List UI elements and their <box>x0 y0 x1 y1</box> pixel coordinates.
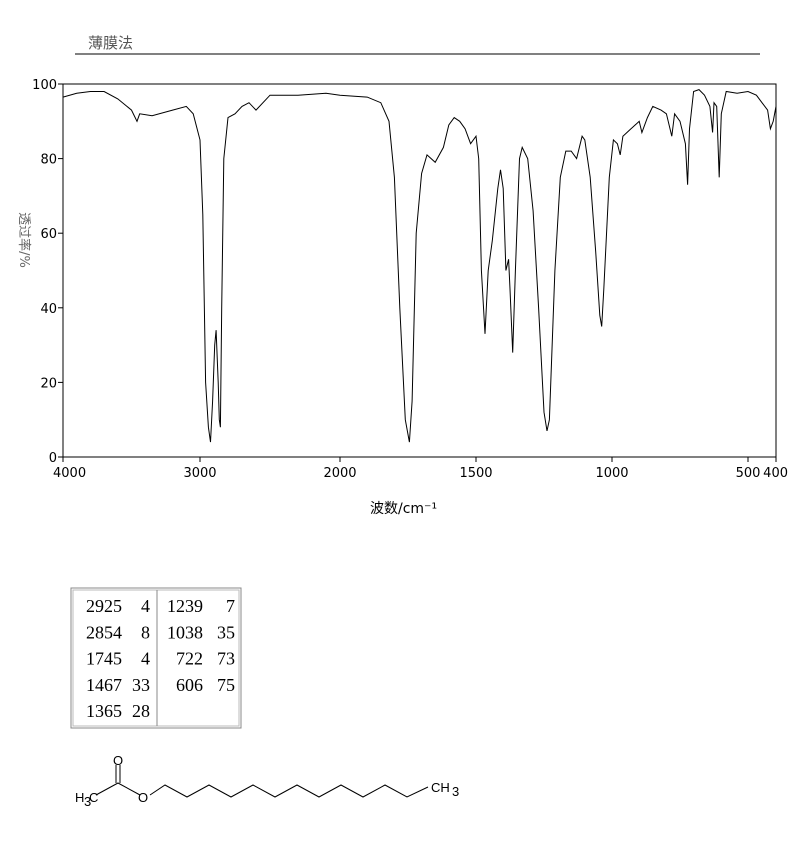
transmittance-cell: 73 <box>217 649 235 669</box>
atom-label: H <box>75 790 84 805</box>
wavenumber-cell: 2854 <box>86 622 122 642</box>
y-tick-label: 0 <box>49 451 57 466</box>
y-tick-label: 20 <box>40 376 57 391</box>
y-tick-label: 60 <box>40 227 57 242</box>
wavenumber-cell: 1239 <box>167 596 203 616</box>
x-tick-label: 2000 <box>323 466 356 481</box>
atom-label: CH <box>431 780 450 795</box>
transmittance-cell: 8 <box>141 622 150 642</box>
atom-label: C <box>89 790 98 805</box>
spectrum-line <box>62 89 777 443</box>
y-axis-label: 透过率/% <box>16 212 32 268</box>
x-axis-label: 波数/cm⁻¹ <box>370 501 437 517</box>
carbon-chain <box>149 784 429 798</box>
transmittance-cell: 4 <box>141 649 150 669</box>
transmittance-cell: 35 <box>217 622 235 642</box>
plot-frame <box>62 83 777 458</box>
wavenumber-cell: 1745 <box>86 649 122 669</box>
peak-table: 2925 4 2854 8 1745 4 1467 33 1365 28 1239 7 1038 35 72… <box>70 587 242 729</box>
axes: 0 20 40 60 80 100 4000 3000 2000 1500 1000 500 400 <box>32 78 788 481</box>
wavenumber-cell: 1038 <box>167 622 203 642</box>
x-tick-label: 1000 <box>595 466 628 481</box>
y-tick-label: 80 <box>40 153 57 168</box>
y-tick-label: 100 <box>32 78 57 93</box>
atom-label: 3 <box>452 784 459 799</box>
bond <box>95 782 141 796</box>
table-border <box>70 587 242 729</box>
transmittance-cell: 33 <box>132 675 150 695</box>
x-tick-label: 1500 <box>459 466 492 481</box>
table-inner-border <box>72 589 240 727</box>
x-tick-label: 500 <box>736 466 761 481</box>
transmittance-cell: 4 <box>141 596 150 616</box>
atom-label: 3 <box>84 794 91 809</box>
wavenumber-cell: 606 <box>176 675 203 695</box>
structure: O O H 3 C CH 3 <box>75 753 459 809</box>
atom-label: O <box>113 753 123 768</box>
x-tick-label: 3000 <box>183 466 216 481</box>
y-tick-label: 40 <box>40 302 57 317</box>
transmittance-cell: 75 <box>217 675 235 695</box>
x-tick-label: 400 <box>763 466 788 481</box>
wavenumber-cell: 1467 <box>86 675 122 695</box>
transmittance-cell: 28 <box>132 701 150 721</box>
atom-label: O <box>138 790 148 805</box>
wavenumber-cell: 2925 <box>86 596 122 616</box>
wavenumber-cell: 1365 <box>86 701 122 721</box>
transmittance-cell: 7 <box>226 596 235 616</box>
wavenumber-cell: 722 <box>176 649 203 669</box>
chart-title: 薄膜法 <box>88 34 133 52</box>
x-tick-label: 4000 <box>53 466 86 481</box>
